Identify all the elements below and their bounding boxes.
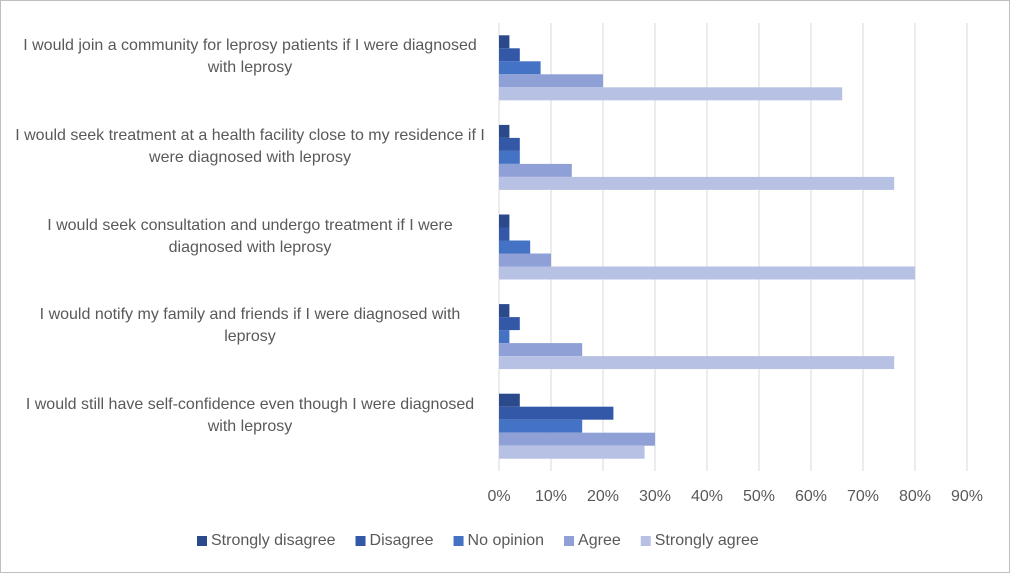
bar <box>499 317 520 331</box>
legend-swatch <box>453 536 464 546</box>
x-tick-label: 60% <box>795 488 827 505</box>
bar <box>499 48 520 62</box>
bar <box>499 137 520 151</box>
y-tick-label: I would seek consultation and undergo tr… <box>47 216 453 256</box>
legend-label: Disagree <box>370 532 434 549</box>
bar <box>499 163 572 177</box>
bar <box>499 266 915 280</box>
bar <box>499 419 583 433</box>
x-tick-label: 40% <box>691 488 723 505</box>
bar <box>499 74 603 88</box>
bar <box>499 176 895 190</box>
bar <box>499 393 520 407</box>
legend-label: Strongly agree <box>655 532 759 549</box>
x-tick-label: 90% <box>951 488 983 505</box>
legend-swatch <box>564 536 575 546</box>
bar <box>499 330 510 344</box>
x-tick-label: 30% <box>639 488 671 505</box>
x-tick-label: 10% <box>535 488 567 505</box>
bar <box>499 445 645 459</box>
y-tick-label: I would join a community for leprosy pat… <box>23 37 477 77</box>
bar <box>499 240 531 254</box>
bar <box>499 87 843 101</box>
bar <box>499 356 895 370</box>
legend-swatch <box>640 536 651 546</box>
legend-swatch <box>197 536 207 546</box>
x-tick-label: 70% <box>847 488 879 505</box>
legend-label: No opinion <box>468 532 545 549</box>
legend-swatch <box>355 536 366 546</box>
y-tick-label: I would still have self-confidence even … <box>25 395 475 435</box>
legend-label: Agree <box>578 532 621 549</box>
x-tick-label: 50% <box>743 488 775 505</box>
bar <box>499 61 541 75</box>
bar <box>499 343 583 357</box>
x-tick-label: 20% <box>587 488 619 505</box>
y-tick-label: I would notify my family and friends if … <box>39 306 461 346</box>
bar <box>499 214 510 228</box>
bar <box>499 304 510 318</box>
x-tick-label: 0% <box>487 488 510 505</box>
bar <box>499 406 614 420</box>
bar <box>499 432 655 446</box>
x-tick-label: 80% <box>899 488 931 505</box>
bar <box>499 150 520 164</box>
bar <box>499 35 510 49</box>
bar <box>499 227 510 241</box>
bar <box>499 124 510 138</box>
legend-label: Strongly disagree <box>211 532 336 549</box>
bar <box>499 253 551 267</box>
y-tick-label: I would seek treatment at a health facil… <box>15 126 485 166</box>
